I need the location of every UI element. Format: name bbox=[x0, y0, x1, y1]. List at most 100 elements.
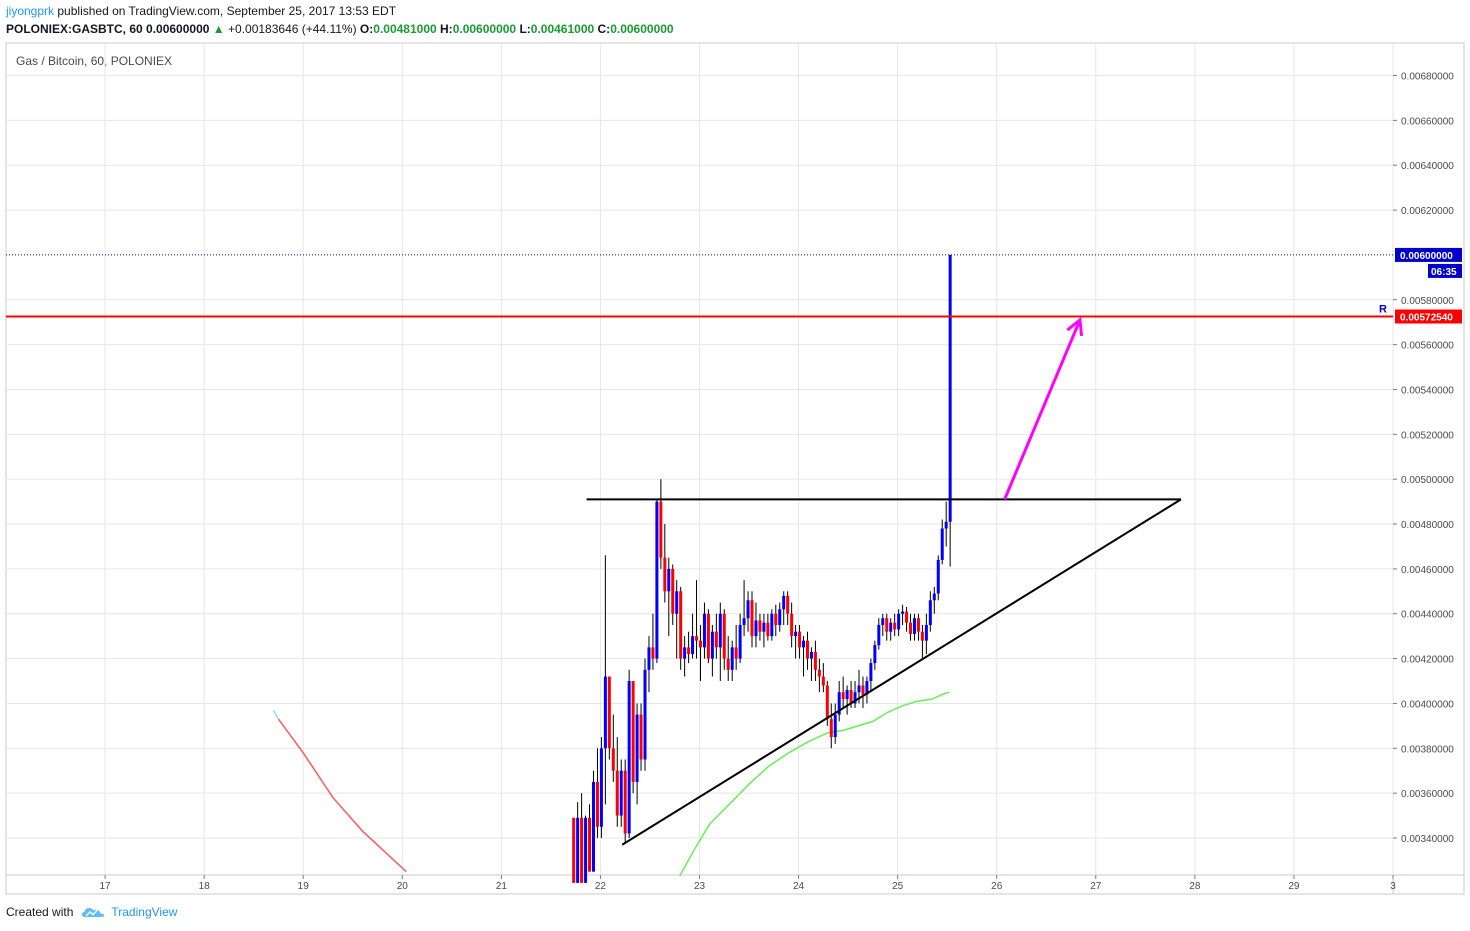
candle-body bbox=[948, 254, 952, 522]
candle bbox=[691, 613, 695, 659]
series-layer bbox=[272, 691, 950, 877]
candle bbox=[671, 564, 675, 625]
candle-body bbox=[738, 624, 742, 659]
candle-body bbox=[833, 714, 837, 738]
candle-body bbox=[627, 681, 631, 834]
candle-body bbox=[671, 568, 675, 614]
candle bbox=[873, 640, 877, 670]
candle-body bbox=[659, 501, 663, 558]
y-tick-label: 0.00460000 bbox=[1401, 565, 1454, 576]
candle-body bbox=[873, 645, 877, 664]
candle bbox=[619, 759, 623, 827]
candle bbox=[580, 793, 584, 883]
candle-body bbox=[905, 611, 909, 623]
candle bbox=[853, 681, 857, 708]
candle bbox=[647, 636, 651, 693]
candle-body bbox=[865, 681, 869, 695]
candle bbox=[635, 703, 639, 805]
candle bbox=[802, 636, 806, 677]
candle-body bbox=[714, 631, 718, 648]
candle-body bbox=[730, 647, 734, 670]
candle-body bbox=[580, 817, 584, 883]
tradingview-link[interactable]: TradingView bbox=[111, 905, 178, 919]
x-tick-label: 28 bbox=[1189, 881, 1201, 892]
candle bbox=[758, 613, 762, 641]
candle-body bbox=[687, 647, 691, 655]
candle bbox=[750, 591, 754, 648]
candle-body bbox=[746, 600, 750, 619]
symbol-label: POLONIEX:GASBTC, 60 bbox=[6, 22, 143, 36]
candle bbox=[679, 586, 683, 670]
y-tick-label: 0.00420000 bbox=[1401, 655, 1454, 666]
candle-body bbox=[754, 620, 758, 637]
drawings[interactable] bbox=[6, 254, 1393, 846]
last-price-badge bbox=[1395, 247, 1462, 262]
candle bbox=[762, 613, 766, 648]
candle bbox=[786, 591, 790, 625]
publish-info: published on TradingView.com, September … bbox=[57, 4, 397, 18]
candle-body bbox=[615, 770, 619, 816]
price-labels: 0.00600000 06:35 0.00572540 R bbox=[1379, 247, 1462, 324]
high-label: H: bbox=[440, 22, 453, 36]
candle-body bbox=[845, 689, 849, 699]
candle-body bbox=[667, 568, 671, 592]
candle bbox=[897, 609, 901, 637]
target-arrow-head bbox=[1066, 317, 1084, 337]
candle-body bbox=[770, 613, 774, 637]
candle-body bbox=[695, 636, 699, 641]
candle-body bbox=[591, 781, 595, 872]
candle bbox=[940, 519, 944, 565]
candle bbox=[861, 676, 865, 708]
countdown-text: 06:35 bbox=[1431, 267, 1457, 278]
author-link[interactable]: jiyongprk bbox=[6, 4, 55, 18]
candle bbox=[746, 591, 750, 632]
candle-body bbox=[901, 611, 905, 614]
y-tick-label: 0.00360000 bbox=[1401, 789, 1454, 800]
candle bbox=[659, 479, 663, 569]
x-tick-label: 25 bbox=[892, 881, 904, 892]
candle bbox=[726, 636, 730, 682]
y-tick-label: 0.00480000 bbox=[1401, 520, 1454, 531]
candle-body bbox=[940, 528, 944, 560]
candle bbox=[928, 591, 932, 632]
candle-body bbox=[734, 647, 738, 659]
y-tick-label: 0.00380000 bbox=[1401, 744, 1454, 755]
time-axis: 17 18 19 20 21 22 23 24 25 26 27 28 29 3 bbox=[100, 875, 1396, 892]
candle bbox=[936, 555, 940, 601]
candle bbox=[841, 676, 845, 708]
candle-body bbox=[718, 613, 722, 648]
candle-body bbox=[897, 613, 901, 630]
publish-header: jiyongprk published on TradingView.com, … bbox=[6, 3, 396, 20]
prior-series-line bbox=[277, 718, 407, 873]
candle bbox=[714, 613, 718, 659]
candle bbox=[833, 703, 837, 744]
x-tick-label: 3 bbox=[1390, 881, 1396, 892]
candle bbox=[667, 557, 671, 637]
candle-body bbox=[599, 748, 603, 827]
candle-body bbox=[643, 669, 647, 760]
candle-body bbox=[909, 622, 913, 634]
candle-body bbox=[576, 817, 580, 883]
y-tick-label: 0.00540000 bbox=[1401, 385, 1454, 396]
candle bbox=[778, 602, 782, 632]
candle-body bbox=[885, 618, 889, 632]
candle bbox=[766, 613, 770, 641]
candle bbox=[909, 613, 913, 641]
candle-body bbox=[790, 613, 794, 637]
candle-body bbox=[936, 559, 940, 594]
candle bbox=[706, 609, 710, 664]
candle bbox=[627, 669, 631, 838]
x-tick-label: 26 bbox=[991, 881, 1003, 892]
open-value: 0.00481000 bbox=[373, 22, 437, 36]
candle-body bbox=[861, 685, 865, 695]
x-tick-label: 24 bbox=[793, 881, 805, 892]
candle-body bbox=[829, 719, 833, 738]
candle bbox=[599, 737, 603, 838]
candle-body bbox=[647, 647, 651, 670]
candle bbox=[651, 613, 655, 670]
candle bbox=[912, 613, 916, 641]
price-axis: 0.00340000 0.00360000 0.00380000 0.00400000… bbox=[1393, 72, 1454, 845]
candle bbox=[920, 624, 924, 659]
candle-body bbox=[912, 618, 916, 634]
